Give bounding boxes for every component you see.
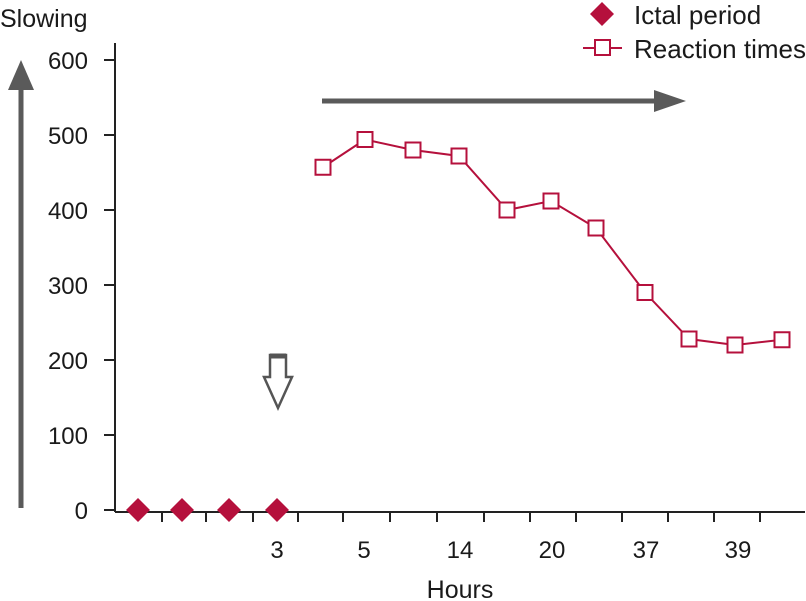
x-axis-title: Hours	[427, 576, 494, 601]
legend-label-reaction: Reaction times	[634, 34, 806, 64]
y-tick-label: 400	[48, 198, 88, 225]
ictal-period-series	[126, 498, 289, 522]
y-tick-label: 600	[48, 48, 88, 75]
reaction-point	[356, 131, 374, 148]
reaction-point	[773, 331, 791, 349]
legend-item-ictal: Ictal period	[590, 0, 761, 30]
slowing-arrow-up	[8, 60, 34, 508]
x-tick-label: 14	[447, 537, 474, 564]
x-ticks: 3 5 14 20 37 39	[161, 512, 761, 564]
reaction-times-line	[322, 138, 783, 347]
reaction-point	[498, 201, 516, 219]
legend-square-icon	[594, 39, 611, 56]
legend: Ictal period Reaction times	[583, 0, 806, 64]
x-tick-label: 37	[633, 537, 660, 564]
y-ticks: 0 100 200 300 400 500 600	[48, 48, 115, 525]
y-tick-label: 100	[48, 423, 88, 450]
reaction-times-series	[314, 131, 791, 354]
legend-label-ictal: Ictal period	[634, 0, 761, 30]
reaction-point	[450, 147, 468, 165]
onset-arrow-down	[262, 353, 294, 412]
y-tick-label: 500	[48, 123, 88, 150]
duration-arrow-right	[322, 90, 686, 112]
reaction-point	[587, 219, 605, 237]
y-tick-label: 200	[48, 348, 88, 375]
reaction-point	[404, 141, 422, 159]
ictal-point	[170, 498, 194, 522]
reaction-point	[726, 336, 744, 354]
reaction-point	[314, 158, 332, 176]
y-axis-title: Slowing	[0, 5, 88, 33]
x-tick-label: 3	[270, 537, 283, 564]
legend-diamond-icon	[590, 2, 614, 26]
reaction-point	[542, 192, 560, 210]
legend-item-reaction: Reaction times	[583, 34, 806, 64]
ictal-point	[217, 498, 241, 522]
ictal-point	[265, 498, 289, 522]
reaction-point	[636, 284, 654, 301]
y-tick-label: 300	[48, 273, 88, 300]
reaction-point	[680, 330, 698, 348]
x-tick-label: 39	[725, 537, 752, 564]
y-tick-label: 0	[75, 498, 88, 525]
x-tick-label: 5	[357, 537, 370, 564]
ictal-point	[126, 498, 150, 522]
x-tick-label: 20	[539, 537, 566, 564]
